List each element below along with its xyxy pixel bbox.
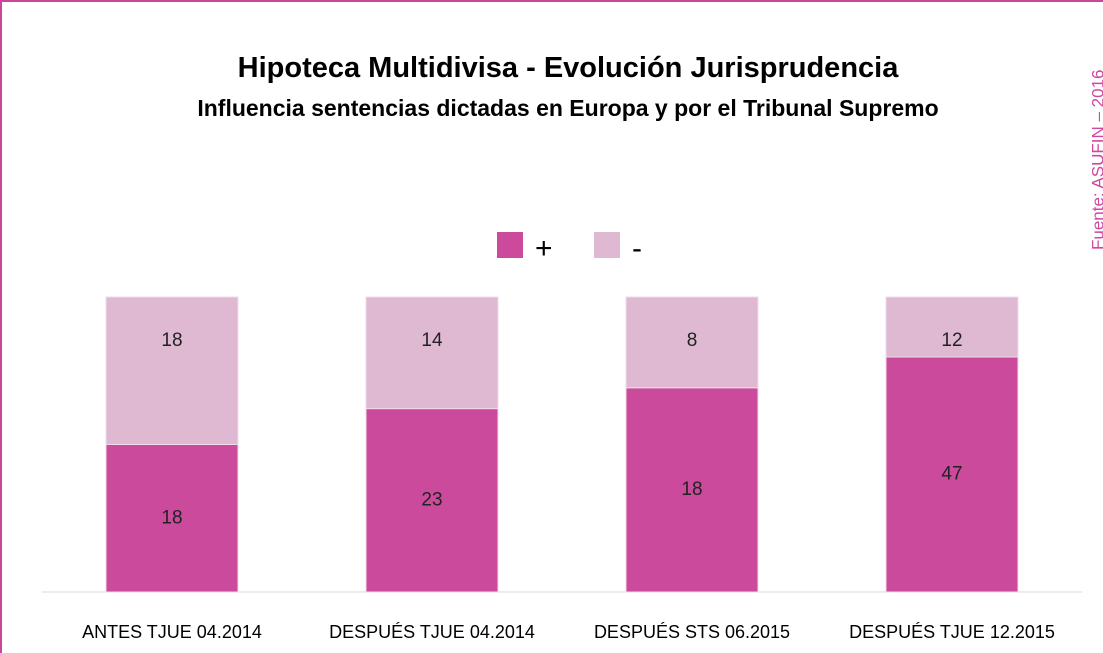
bar-segment (885, 296, 1019, 358)
data-label: 18 (161, 330, 182, 351)
data-label: 18 (161, 507, 182, 528)
legend-swatch (594, 232, 620, 258)
chart-subtitle: Influencia sentencias dictadas en Europa… (197, 95, 939, 121)
data-label: 8 (687, 330, 698, 351)
chart-title: Hipoteca Multidivisa - Evolución Jurispr… (237, 52, 899, 84)
bar-segment (625, 296, 759, 389)
bar-segment (105, 296, 239, 445)
bar-segment (885, 356, 1019, 593)
data-label: 47 (941, 464, 962, 485)
x-tick-label: DESPUÉS STS 06.2015 (594, 622, 790, 642)
legend-label: + (535, 232, 553, 265)
data-label: 12 (941, 330, 962, 351)
data-label: 18 (681, 479, 702, 500)
legend-label: - (632, 232, 642, 265)
x-tick-label: ANTES TJUE 04.2014 (82, 622, 262, 642)
legend-swatch (497, 232, 523, 258)
x-tick-label: DESPUÉS TJUE 12.2015 (849, 622, 1055, 642)
data-label: 14 (421, 330, 443, 351)
data-label: 23 (421, 489, 442, 510)
bar-segment (105, 444, 239, 593)
bar-segment (365, 296, 499, 410)
x-tick-label: DESPUÉS TJUE 04.2014 (329, 622, 535, 642)
bar-segment (365, 408, 499, 593)
source: Fuente: ASUFIN – 2016 (1088, 70, 1103, 251)
bar-segment (625, 387, 759, 593)
